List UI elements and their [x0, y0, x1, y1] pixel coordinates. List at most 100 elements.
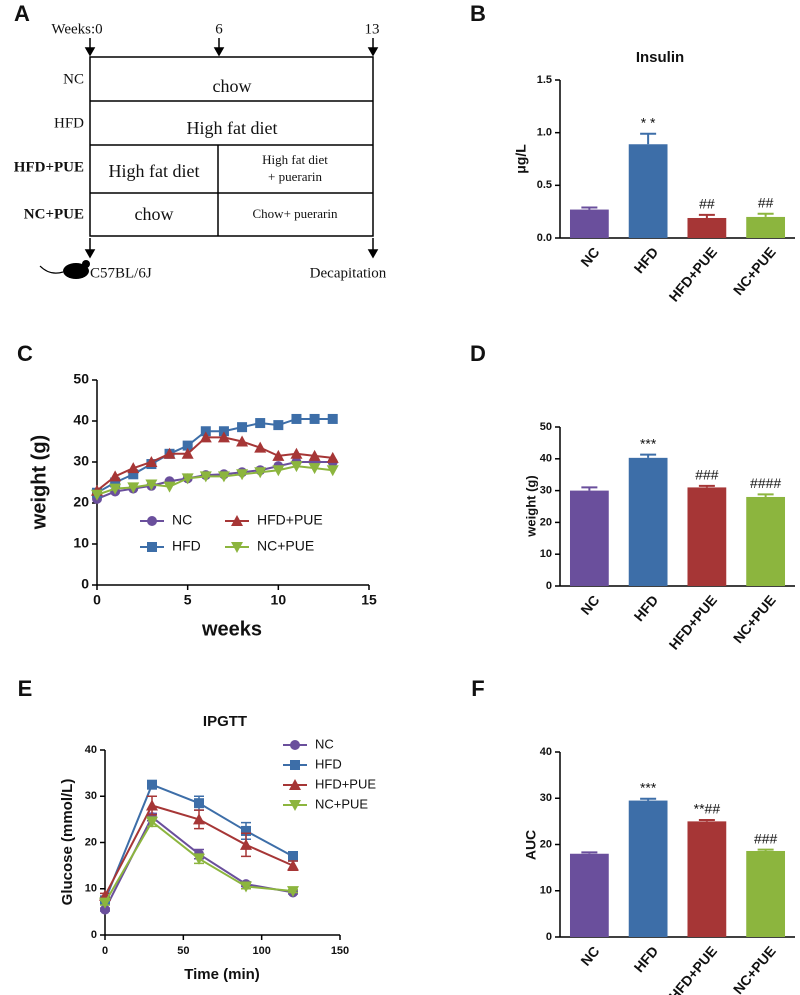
significance-label: ####	[750, 475, 781, 491]
y-tick-label: 50	[73, 371, 89, 387]
marker	[109, 470, 122, 482]
marker	[147, 542, 157, 552]
marker	[308, 449, 321, 461]
error-bar	[698, 818, 715, 822]
marker	[288, 851, 298, 862]
marker	[145, 479, 158, 491]
significance-label: ***	[640, 435, 657, 451]
chart-panel: B Insulin μg/L 0.0 0.5 1.0 1.5 NC * * HFD ## HFD+PU…	[470, 1, 795, 305]
significance-label: ##	[699, 196, 715, 212]
marker	[287, 859, 299, 871]
marker	[182, 440, 193, 451]
marker	[163, 447, 176, 459]
diet-cell: High fat diet	[109, 161, 200, 181]
marker	[272, 465, 285, 477]
y-tick-label: 0.0	[537, 232, 552, 244]
legend-label: HFD	[172, 538, 201, 554]
marker	[273, 420, 284, 431]
y-tick-label: 10	[540, 885, 552, 897]
bar	[687, 217, 727, 238]
x-axis-label: weeks	[201, 618, 262, 640]
error-bar	[640, 453, 657, 458]
mouse-icon	[39, 260, 90, 279]
significance-label: ###	[754, 830, 778, 846]
chart-title: Insulin	[636, 49, 684, 66]
panel-label: B	[470, 1, 486, 26]
y-tick-label: 30	[540, 792, 552, 804]
marker	[289, 779, 301, 790]
marker	[218, 426, 229, 437]
marker	[290, 461, 303, 473]
y-tick-label: 20	[85, 836, 97, 848]
legend-label: NC	[315, 736, 334, 751]
marker	[193, 813, 205, 825]
marker	[254, 441, 267, 453]
legend-label: NC+PUE	[315, 796, 368, 811]
y-tick-label: 0.5	[537, 179, 552, 191]
marker	[241, 825, 251, 836]
x-tick-label: NC+PUE	[730, 592, 779, 646]
y-tick-label: 40	[540, 746, 552, 758]
bar	[746, 850, 786, 937]
x-tick-label: NC+PUE	[730, 943, 779, 995]
marker	[240, 881, 252, 893]
error-bar	[757, 848, 774, 851]
marker	[272, 449, 285, 461]
x-tick-label: 5	[184, 592, 192, 608]
marker	[255, 418, 266, 429]
x-tick-label: NC	[577, 943, 602, 969]
y-tick-label: 30	[73, 453, 89, 469]
marker	[146, 799, 158, 811]
marker	[147, 516, 157, 526]
marker	[289, 800, 301, 811]
x-tick-label: 100	[252, 945, 270, 957]
x-tick-label: HFD	[631, 592, 662, 624]
marker	[194, 798, 204, 809]
marker	[181, 447, 194, 459]
significance-label: ###	[695, 467, 719, 483]
error-bar	[698, 484, 715, 488]
y-tick-label: 1.0	[537, 127, 552, 139]
marker	[290, 760, 300, 770]
x-tick-label: NC+PUE	[730, 244, 779, 298]
x-tick-label: 0	[93, 592, 101, 608]
y-tick-label: 20	[540, 516, 552, 528]
bar	[746, 496, 786, 586]
panel-label: C	[17, 341, 33, 366]
error-bar	[581, 851, 598, 854]
marker	[127, 462, 140, 474]
marker	[91, 489, 103, 501]
diet-cell: High fat diet	[187, 118, 278, 138]
week-label: Weeks:0	[51, 21, 102, 37]
marker	[254, 467, 267, 479]
diet-cell: chow	[135, 204, 174, 224]
marker	[291, 413, 302, 424]
marker	[326, 451, 339, 463]
marker	[181, 473, 194, 485]
x-tick-label: 150	[331, 945, 349, 957]
strain-label: C57BL/6J	[90, 265, 152, 281]
y-tick-label: 40	[85, 744, 97, 756]
marker	[240, 838, 252, 850]
bar	[569, 853, 609, 937]
error-bar	[698, 213, 715, 218]
chart-title: IPGTT	[203, 713, 247, 730]
chart-panel: E IPGTT Glucose (mmol/L) Time (min) 0 10 20 30 4…	[18, 676, 377, 983]
diet-cell: High fat diet	[262, 152, 328, 167]
marker	[236, 469, 249, 481]
bar	[687, 487, 727, 586]
marker	[200, 426, 211, 437]
arrows	[84, 38, 379, 259]
x-tick-label: 10	[271, 592, 287, 608]
marker	[236, 435, 249, 447]
x-tick-label: NC	[577, 592, 602, 618]
panel-label: D	[470, 341, 486, 366]
marker	[217, 471, 230, 483]
panel-label: E	[18, 676, 33, 701]
x-tick-label: HFD+PUE	[665, 244, 720, 305]
y-tick-label: 0	[81, 576, 89, 592]
x-tick-label: HFD+PUE	[665, 592, 720, 653]
